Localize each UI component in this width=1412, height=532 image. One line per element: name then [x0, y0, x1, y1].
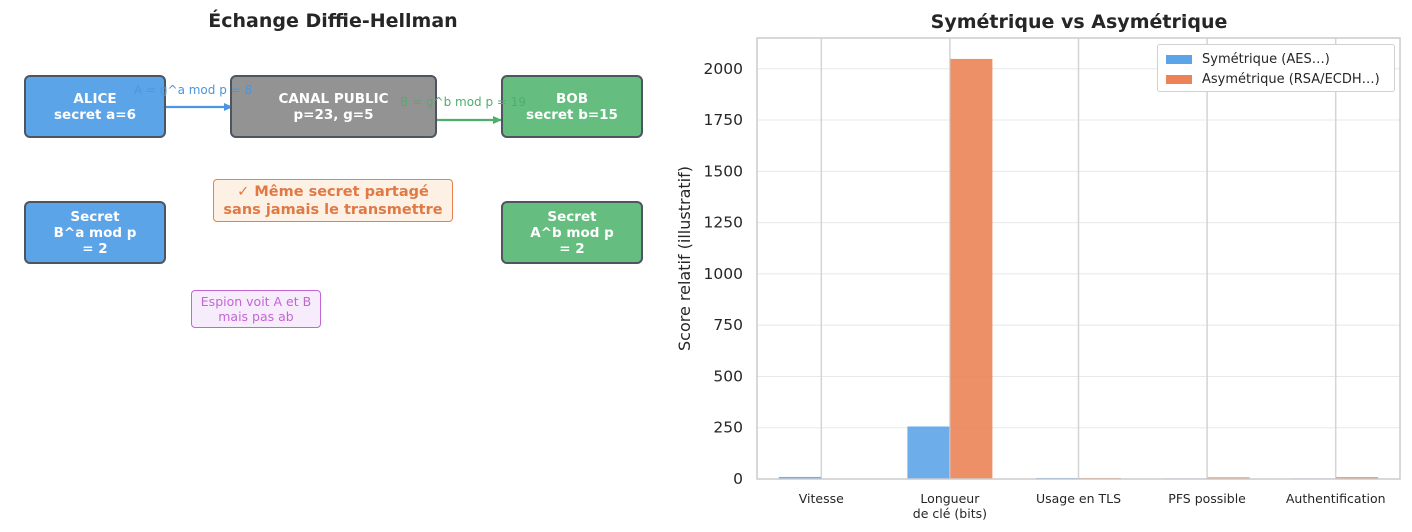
legend-swatch-asymmetric	[1166, 74, 1192, 84]
spy-note: Espion voit A et B mais pas ab	[191, 290, 321, 328]
y-tick-label: 750	[713, 316, 743, 334]
y-tick-label: 500	[713, 367, 743, 385]
legend-item-asymmetric: Asymétrique (RSA/ECDH…)	[1166, 69, 1386, 89]
legend-label-asymmetric: Asymétrique (RSA/ECDH…)	[1202, 71, 1380, 87]
chart-legend: Symétrique (AES…) Asymétrique (RSA/ECDH……	[1157, 44, 1395, 92]
x-tick-label: Authentification	[1286, 491, 1386, 506]
diagram-title: Échange Diffie-Hellman	[208, 10, 458, 32]
shared-secret-note: ✓ Même secret partagé sans jamais le tra…	[213, 179, 453, 222]
x-tick-label: Longueur de clé (bits)	[913, 491, 987, 521]
plot-frame	[756, 37, 1401, 480]
node-canal-public: CANAL PUBLIC p=23, g=5	[230, 75, 437, 138]
node-bob-secret: Secret A^b mod p = 2	[501, 201, 643, 264]
y-tick-label: 1000	[704, 265, 743, 283]
y-tick-label: 1750	[704, 111, 743, 129]
node-bob: BOB secret b=15	[501, 75, 643, 138]
bar-symmetric	[907, 426, 950, 479]
label-alice-to-canal: A = g^a mod p = 8	[134, 83, 253, 97]
y-tick-label: 1250	[704, 214, 743, 232]
bar-asymmetric	[950, 58, 993, 479]
bar-asymmetric	[1207, 477, 1250, 479]
node-alice: ALICE secret a=6	[24, 75, 166, 138]
bar-asymmetric	[1336, 477, 1379, 479]
x-tick-label: Vitesse	[799, 491, 844, 506]
chart-title: Symétrique vs Asymétrique	[930, 11, 1228, 33]
y-axis-label: Score relatif (illustratif)	[675, 166, 694, 351]
label-canal-to-bob: B = g^b mod p = 19	[400, 95, 527, 109]
x-tick-label: Usage en TLS	[1036, 491, 1121, 506]
legend-label-symmetric: Symétrique (AES…)	[1202, 51, 1330, 67]
bar-symmetric	[778, 476, 821, 479]
legend-swatch-symmetric	[1166, 54, 1192, 64]
y-tick-label: 1500	[704, 162, 743, 180]
legend-item-symmetric: Symétrique (AES…)	[1166, 49, 1386, 69]
y-tick-label: 0	[733, 470, 743, 488]
node-alice-secret: Secret B^a mod p = 2	[24, 201, 166, 264]
x-tick-label: PFS possible	[1168, 491, 1246, 506]
y-tick-label: 2000	[704, 60, 743, 78]
y-tick-label: 250	[713, 419, 743, 437]
